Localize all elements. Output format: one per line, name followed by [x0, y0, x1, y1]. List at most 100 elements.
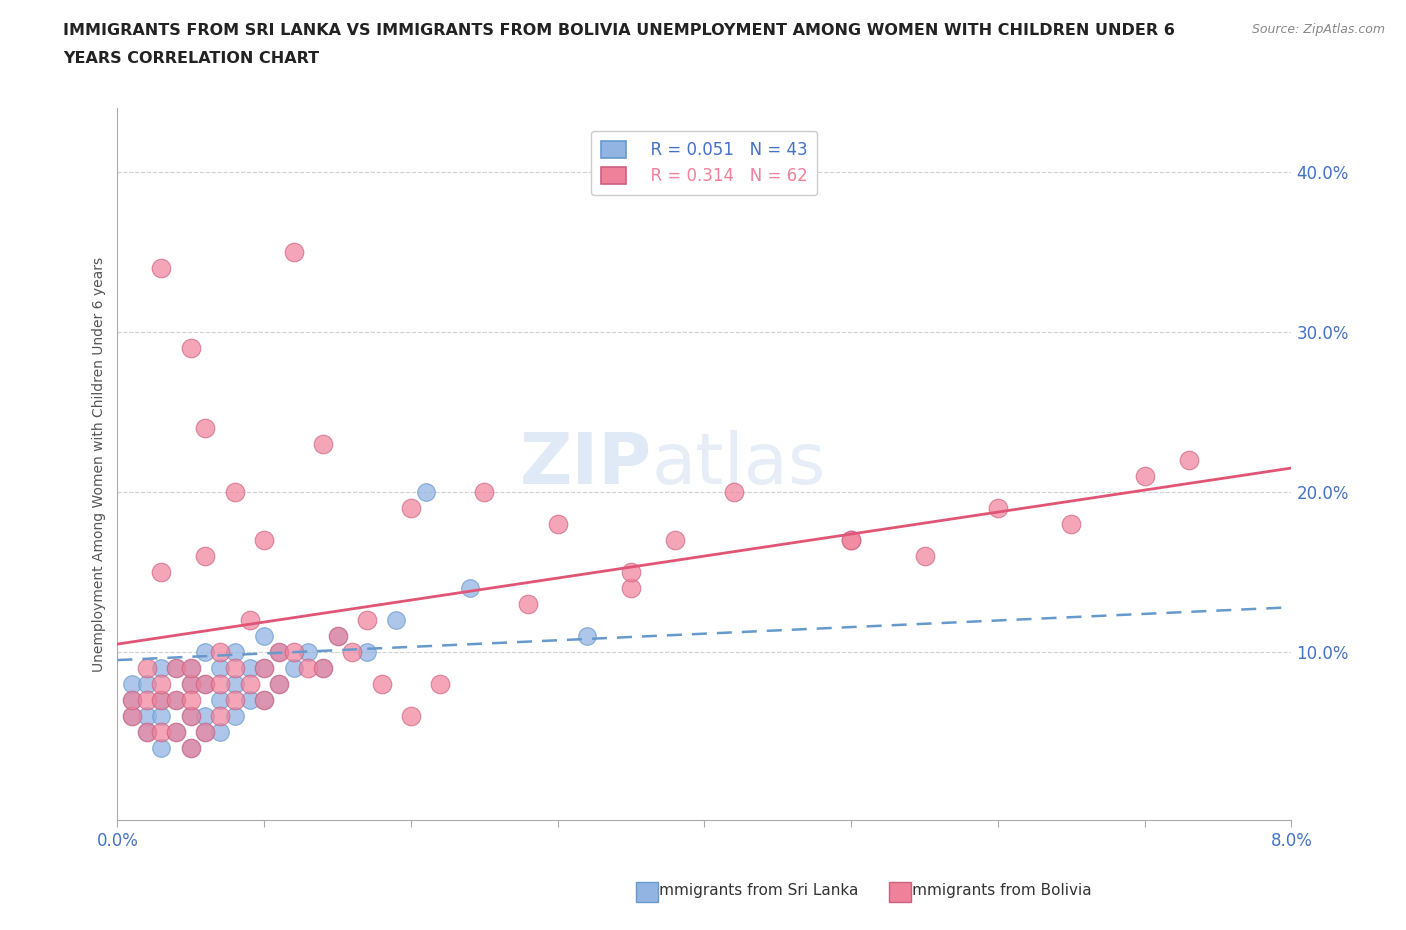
Point	[209, 644, 232, 659]
Point	[121, 677, 143, 692]
Point	[194, 724, 217, 739]
Text: ZIP: ZIP	[519, 430, 651, 498]
Point	[180, 709, 202, 724]
Text: Source: ZipAtlas.com: Source: ZipAtlas.com	[1251, 23, 1385, 36]
Point	[180, 740, 202, 755]
Point	[121, 709, 143, 724]
Point	[150, 709, 173, 724]
Point	[238, 677, 260, 692]
Point	[1177, 453, 1199, 468]
Point	[664, 533, 686, 548]
Point	[238, 613, 260, 628]
Point	[297, 644, 319, 659]
Point	[224, 677, 246, 692]
Point	[839, 533, 862, 548]
Point	[283, 644, 305, 659]
Point	[415, 485, 437, 499]
Text: Immigrants from Bolivia: Immigrants from Bolivia	[893, 884, 1091, 898]
Point	[253, 660, 276, 675]
Text: IMMIGRANTS FROM SRI LANKA VS IMMIGRANTS FROM BOLIVIA UNEMPLOYMENT AMONG WOMEN WI: IMMIGRANTS FROM SRI LANKA VS IMMIGRANTS …	[63, 23, 1175, 38]
Point	[224, 644, 246, 659]
Point	[165, 693, 187, 708]
Point	[914, 549, 936, 564]
Point	[547, 517, 569, 532]
Point	[150, 693, 173, 708]
Point	[209, 693, 232, 708]
Point	[180, 660, 202, 675]
Point	[150, 724, 173, 739]
Point	[135, 660, 157, 675]
Point	[135, 677, 157, 692]
Point	[180, 677, 202, 692]
Point	[399, 500, 422, 515]
Point	[326, 629, 349, 644]
Point	[165, 660, 187, 675]
Point	[517, 597, 540, 612]
Point	[1133, 469, 1156, 484]
Point	[180, 709, 202, 724]
Point	[165, 693, 187, 708]
Point	[267, 677, 290, 692]
Point	[399, 709, 422, 724]
Point	[238, 660, 260, 675]
Point	[180, 740, 202, 755]
Point	[267, 644, 290, 659]
Point	[180, 693, 202, 708]
Point	[312, 436, 335, 451]
Point	[121, 693, 143, 708]
Point	[723, 485, 745, 499]
Point	[472, 485, 495, 499]
Point	[356, 613, 378, 628]
Text: YEARS CORRELATION CHART: YEARS CORRELATION CHART	[63, 51, 319, 66]
Y-axis label: Unemployment Among Women with Children Under 6 years: Unemployment Among Women with Children U…	[93, 257, 107, 671]
Point	[312, 660, 335, 675]
Point	[620, 580, 643, 595]
Point	[356, 644, 378, 659]
Point	[224, 485, 246, 499]
Point	[267, 677, 290, 692]
Point	[283, 245, 305, 259]
Point	[165, 724, 187, 739]
Legend:   R = 0.051   N = 43,   R = 0.314   N = 62: R = 0.051 N = 43, R = 0.314 N = 62	[592, 130, 817, 195]
Point	[429, 677, 451, 692]
Point	[194, 677, 217, 692]
Point	[165, 660, 187, 675]
Point	[150, 677, 173, 692]
Point	[121, 693, 143, 708]
Point	[135, 693, 157, 708]
Point	[150, 565, 173, 579]
Point	[224, 693, 246, 708]
Point	[1060, 517, 1083, 532]
Point	[385, 613, 408, 628]
Point	[194, 677, 217, 692]
Point	[283, 660, 305, 675]
Point	[135, 709, 157, 724]
Point	[194, 709, 217, 724]
Point	[180, 340, 202, 355]
Point	[267, 644, 290, 659]
Point	[209, 677, 232, 692]
Point	[150, 660, 173, 675]
Point	[194, 644, 217, 659]
Point	[576, 629, 599, 644]
Point	[253, 693, 276, 708]
Point	[194, 549, 217, 564]
Point	[253, 693, 276, 708]
Point	[180, 677, 202, 692]
Point	[135, 724, 157, 739]
Point	[150, 260, 173, 275]
Point	[180, 660, 202, 675]
Point	[194, 420, 217, 435]
Point	[150, 740, 173, 755]
Point	[326, 629, 349, 644]
Point	[458, 580, 481, 595]
Point	[238, 693, 260, 708]
Point	[342, 644, 364, 659]
Point	[620, 565, 643, 579]
Text: atlas: atlas	[651, 430, 825, 498]
Point	[135, 724, 157, 739]
Text: Immigrants from Sri Lanka: Immigrants from Sri Lanka	[640, 884, 858, 898]
Point	[987, 500, 1010, 515]
Point	[194, 724, 217, 739]
Point	[209, 660, 232, 675]
